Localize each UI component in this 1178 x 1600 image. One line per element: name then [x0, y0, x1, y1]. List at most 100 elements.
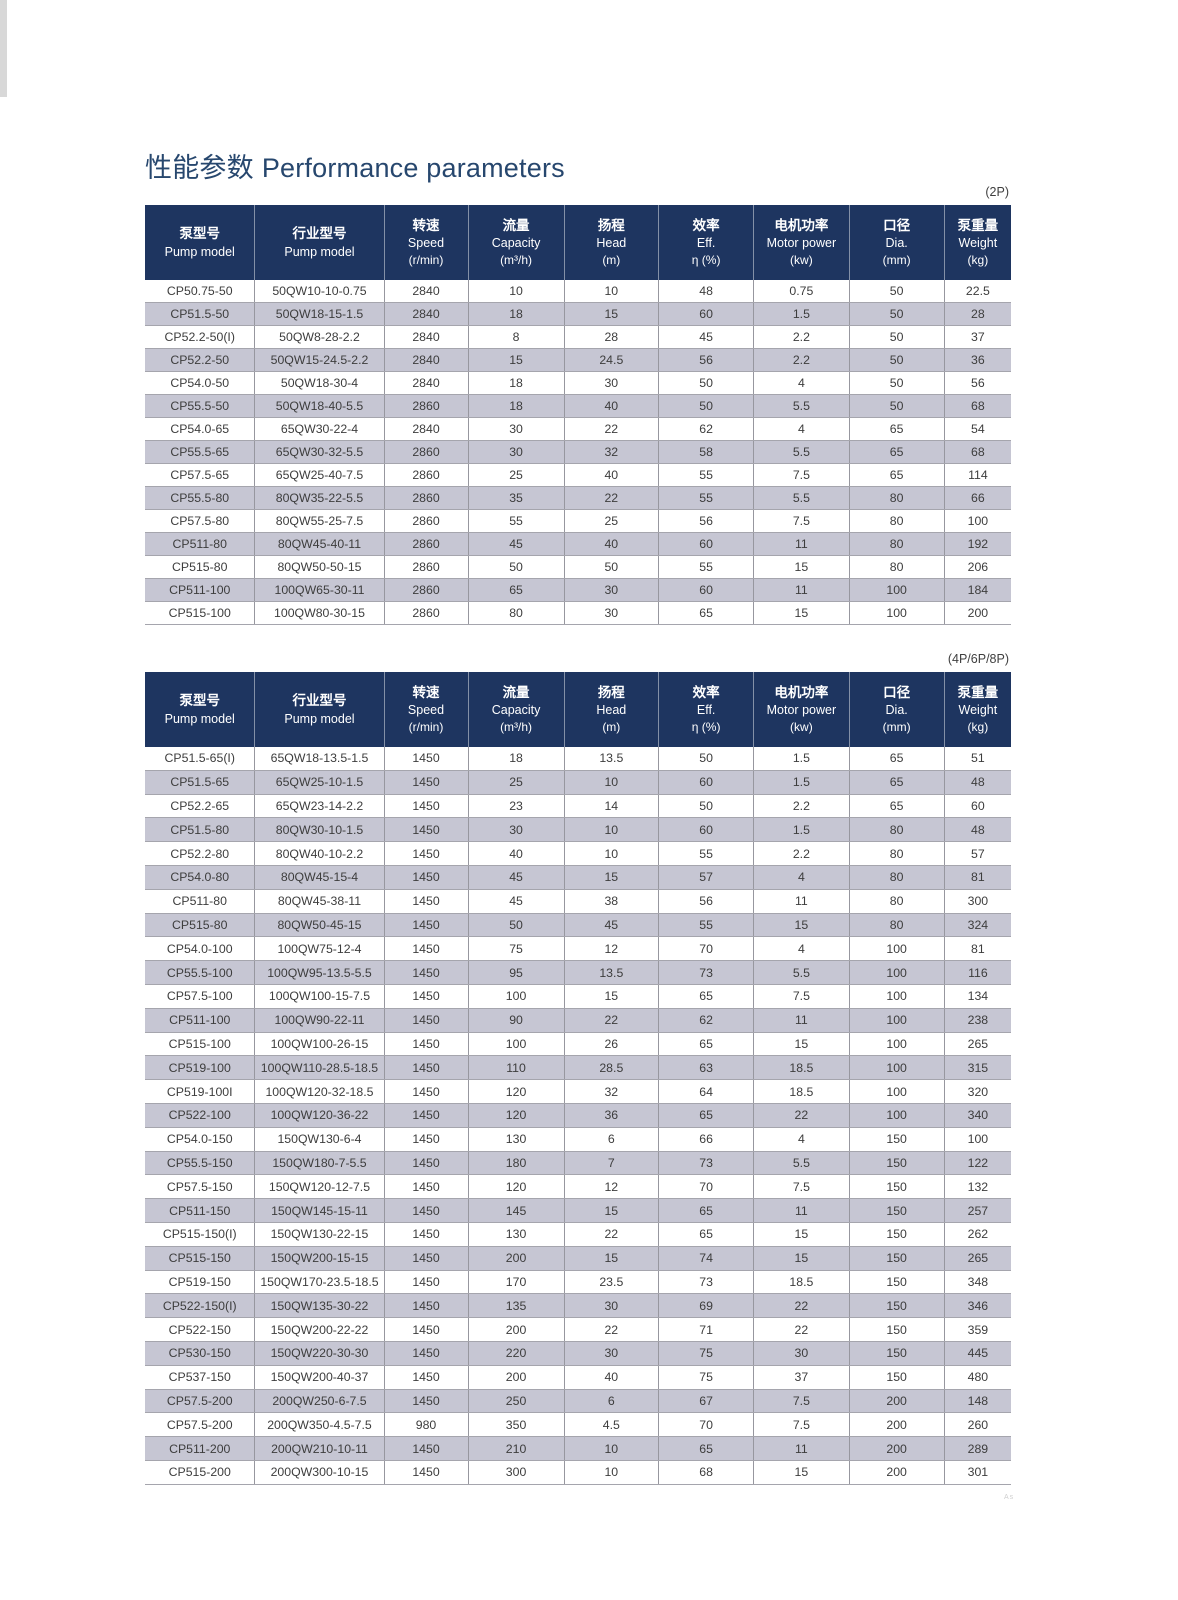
cell-head: 40	[563, 1365, 659, 1390]
cell-capacity: 135	[467, 1293, 565, 1319]
cell-pump-model: CP54.0-50	[145, 371, 255, 395]
cell-motor-power: 11	[753, 532, 850, 556]
cell-capacity: 35	[467, 486, 565, 510]
cell-weight: 60	[943, 794, 1011, 819]
cell-speed: 2860	[383, 463, 468, 487]
column-header-en: Pump model	[284, 244, 355, 259]
table-row: CP55.5-65 65QW30-32-5.5 2860 30 32 58 5.5 65 68	[145, 440, 1011, 464]
table-row: CP522-150(I) 150QW135-30-22 1450 135 30 69 22 1…	[145, 1293, 1011, 1319]
cell-capacity: 350	[467, 1412, 565, 1438]
cell-industry-model: 100QW65-30-11	[254, 578, 384, 602]
cell-head: 22	[563, 486, 659, 510]
table-row: CP511-150 150QW145-15-11 1450 145 15 65 11 150 2…	[145, 1198, 1011, 1223]
header-row: 泵型号 Pump model 行业型号 Pump model 转速 Speed (r/min…	[145, 205, 1011, 280]
cell-eff: 50	[658, 371, 754, 395]
cell-capacity: 100	[467, 984, 565, 1009]
cell-capacity: 130	[467, 1127, 565, 1152]
cell-pump-model: CP57.5-80	[145, 509, 255, 533]
cell-industry-model: 50QW8-28-2.2	[254, 325, 384, 349]
cell-speed: 2860	[383, 509, 468, 533]
cell-pump-model: CP52.2-80	[145, 841, 255, 866]
cell-motor-power: 4	[753, 371, 850, 395]
cell-dia: 50	[848, 348, 945, 372]
cell-capacity: 45	[467, 865, 565, 890]
cell-head: 30	[563, 1293, 659, 1319]
column-header-en: Weight	[958, 703, 998, 718]
cell-pump-model: CP522-100	[145, 1103, 255, 1128]
cell-industry-model: 65QW25-10-1.5	[254, 770, 384, 795]
cell-head: 6	[563, 1127, 659, 1152]
cell-weight: 51	[943, 747, 1011, 771]
cell-eff: 64	[658, 1079, 754, 1104]
cell-dia: 50	[848, 325, 945, 349]
table-row: CP519-100 100QW110-28.5-18.5 1450 110 28.5 63…	[145, 1055, 1011, 1081]
cell-weight: 301	[943, 1460, 1011, 1485]
cell-capacity: 65	[467, 578, 565, 602]
cell-weight: 81	[943, 936, 1011, 962]
column-header-zh: 转速	[412, 684, 440, 700]
cell-dia: 150	[848, 1317, 945, 1342]
cell-eff: 50	[658, 794, 754, 819]
cell-speed: 1450	[383, 1032, 468, 1057]
cell-dia: 65	[848, 440, 945, 464]
column-header-capacity: 流量 Capacity (m³/h)	[467, 672, 565, 747]
table-row: CP57.5-200 200QW350-4.5-7.5 980 350 4.5 70 7.5…	[145, 1412, 1011, 1438]
column-header-head: 扬程 Head (m)	[563, 205, 659, 280]
cell-motor-power: 11	[753, 889, 850, 914]
cell-dia: 150	[848, 1365, 945, 1390]
cell-weight: 68	[943, 440, 1011, 464]
cell-motor-power: 2.2	[753, 325, 850, 349]
table-row: CP54.0-65 65QW30-22-4 2840 30 22 62 4 65 54	[145, 417, 1011, 441]
cell-dia: 80	[848, 913, 945, 938]
cell-eff: 63	[658, 1055, 754, 1081]
cell-capacity: 180	[467, 1151, 565, 1176]
column-header-zh: 行业型号	[292, 225, 347, 241]
cell-dia: 80	[848, 841, 945, 866]
table-row: CP55.5-80 80QW35-22-5.5 2860 35 22 55 5.5 80 66	[145, 486, 1011, 510]
column-header-unit: (m)	[602, 720, 621, 735]
cell-motor-power: 7.5	[753, 463, 850, 487]
table-row: CP55.5-50 50QW18-40-5.5 2860 18 40 50 5.5 50 68	[145, 394, 1011, 418]
column-header-zh: 流量	[502, 684, 530, 700]
cell-dia: 150	[848, 1222, 945, 1247]
cell-pump-model: CP519-150	[145, 1270, 255, 1295]
table-row: CP515-80 80QW50-45-15 1450 50 45 55 15 80 324	[145, 913, 1011, 938]
cell-motor-power: 5.5	[753, 486, 850, 510]
cell-head: 12	[563, 936, 659, 962]
column-header-eff: 效率 Eff. η (%)	[658, 672, 754, 747]
cell-speed: 1450	[383, 889, 468, 914]
cell-capacity: 25	[467, 463, 565, 487]
cell-weight: 480	[943, 1365, 1011, 1390]
cell-eff: 71	[658, 1317, 754, 1342]
cell-motor-power: 15	[753, 555, 850, 579]
cell-dia: 100	[848, 1103, 945, 1128]
cell-pump-model: CP515-150	[145, 1246, 255, 1271]
column-header-unit: (mm)	[882, 720, 911, 735]
cell-head: 50	[563, 555, 659, 579]
cell-industry-model: 150QW200-22-22	[254, 1317, 384, 1342]
cell-head: 30	[563, 371, 659, 395]
cell-industry-model: 50QW18-40-5.5	[254, 394, 384, 418]
cell-industry-model: 65QW30-32-5.5	[254, 440, 384, 464]
column-header-unit: η (%)	[691, 253, 721, 268]
column-header-speed: 转速 Speed (r/min)	[383, 672, 468, 747]
cell-speed: 2860	[383, 532, 468, 556]
cell-speed: 1450	[383, 1055, 468, 1081]
cell-pump-model: CP51.5-50	[145, 302, 255, 326]
performance-table-2p: 泵型号 Pump model 行业型号 Pump model 转速 Speed (r/min…	[145, 205, 1011, 625]
cell-pump-model: CP515-150(I)	[145, 1222, 255, 1247]
table-row: CP511-100 100QW65-30-11 2860 65 30 60 11 100 184	[145, 578, 1011, 602]
cell-industry-model: 150QW130-22-15	[254, 1222, 384, 1247]
cell-head: 22	[563, 1008, 659, 1033]
cell-industry-model: 100QW120-32-18.5	[254, 1079, 384, 1104]
cell-speed: 1450	[383, 1103, 468, 1128]
cell-speed: 1450	[383, 794, 468, 819]
cell-weight: 260	[943, 1412, 1011, 1438]
cell-capacity: 120	[467, 1079, 565, 1104]
cell-pump-model: CP515-100	[145, 601, 255, 625]
cell-pump-model: CP522-150(I)	[145, 1293, 255, 1319]
cell-eff: 70	[658, 1412, 754, 1438]
cell-head: 15	[563, 302, 659, 326]
cell-capacity: 250	[467, 1389, 565, 1414]
cell-weight: 37	[943, 325, 1011, 349]
